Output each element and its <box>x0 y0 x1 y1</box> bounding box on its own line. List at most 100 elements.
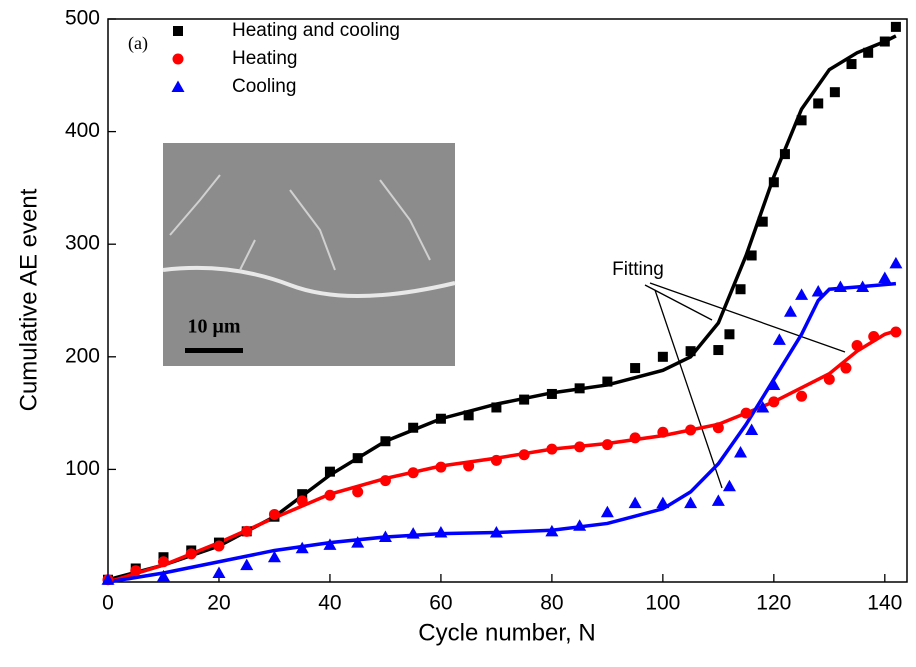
data-point <box>407 467 419 479</box>
data-point <box>573 519 587 531</box>
data-point <box>712 422 724 434</box>
inset-image <box>163 143 455 366</box>
x-tick-label: 20 <box>207 592 230 615</box>
data-point <box>352 453 363 464</box>
data-point <box>740 407 752 419</box>
legend-marker <box>172 53 184 65</box>
data-point <box>684 496 698 509</box>
inset: 10 μm <box>162 143 456 366</box>
data-point <box>685 346 696 357</box>
data-point <box>890 326 902 338</box>
data-point <box>600 505 614 518</box>
data-point <box>463 410 474 421</box>
data-point <box>408 422 419 433</box>
legend-label: Heating <box>232 48 298 69</box>
data-point <box>756 400 770 413</box>
data-point <box>879 36 890 47</box>
data-point <box>213 540 225 552</box>
data-point <box>185 548 197 560</box>
data-point <box>545 524 559 537</box>
data-point <box>324 466 335 477</box>
data-point <box>324 489 336 501</box>
x-tick-label: 40 <box>318 592 341 615</box>
data-point <box>574 441 586 453</box>
data-point <box>768 177 779 188</box>
x-tick-label: 140 <box>867 592 902 615</box>
legend-marker <box>173 26 183 36</box>
y-tick-label: 200 <box>65 344 100 367</box>
data-point <box>767 378 781 390</box>
data-point <box>795 288 809 300</box>
data-point <box>435 413 446 424</box>
scale-bar <box>185 348 243 353</box>
data-point <box>711 494 725 506</box>
data-point <box>829 87 840 98</box>
y-tick-label: 100 <box>65 457 100 480</box>
data-point <box>745 423 759 435</box>
data-point <box>757 216 768 227</box>
legend-marker <box>171 80 185 92</box>
fit-line <box>107 281 897 584</box>
annotation: Fitting <box>612 259 664 280</box>
data-point <box>851 340 863 352</box>
data-point <box>101 573 115 585</box>
fit-line <box>107 34 897 582</box>
data-point <box>813 98 824 109</box>
x-tick-label: 100 <box>645 592 680 615</box>
x-tick-label: 80 <box>540 592 563 615</box>
data-point <box>380 436 391 447</box>
data-point <box>868 331 880 343</box>
data-point <box>890 21 901 32</box>
x-tick-label: 60 <box>429 592 452 615</box>
y-tick-label: 500 <box>65 7 100 30</box>
data-point <box>846 59 857 70</box>
data-point <box>628 496 642 509</box>
data-point <box>574 383 585 394</box>
data-point <box>157 556 169 568</box>
data-point <box>489 525 503 538</box>
data-point <box>241 525 253 537</box>
data-point <box>746 250 757 261</box>
inset-crack <box>162 265 456 298</box>
data-point <box>491 402 502 413</box>
data-point <box>546 443 558 455</box>
data-point <box>811 284 825 297</box>
data-point <box>796 115 807 126</box>
data-point <box>546 388 557 399</box>
data-point <box>406 527 420 539</box>
data-point <box>840 362 852 374</box>
arrow <box>649 282 846 353</box>
data-point <box>734 446 748 458</box>
data-point <box>724 329 735 340</box>
data-point <box>296 495 308 507</box>
data-point <box>779 149 790 160</box>
data-point <box>863 47 874 58</box>
data-point <box>722 479 736 492</box>
data-point <box>833 280 847 292</box>
x-tick-label: 0 <box>102 592 114 615</box>
scale-label: 10 μm <box>188 316 241 338</box>
data-point <box>352 486 364 498</box>
data-point <box>156 569 170 582</box>
arrow <box>654 289 723 489</box>
annotation-arrows <box>644 282 846 489</box>
legend-label: Cooling <box>232 76 296 97</box>
data-point <box>629 432 641 444</box>
data-point <box>212 566 226 578</box>
data-point <box>130 565 142 577</box>
inset-crack <box>169 174 431 271</box>
data-point <box>657 351 668 362</box>
data-point <box>463 460 475 472</box>
data-point <box>323 538 337 550</box>
data-point <box>783 305 797 317</box>
data-point <box>856 280 870 292</box>
data-point <box>713 345 724 356</box>
data-point <box>240 558 254 571</box>
data-point <box>796 390 808 402</box>
data-point <box>519 394 530 405</box>
data-point <box>378 530 392 542</box>
data-point <box>823 373 835 385</box>
data-point <box>295 541 309 554</box>
data-point <box>772 333 786 345</box>
